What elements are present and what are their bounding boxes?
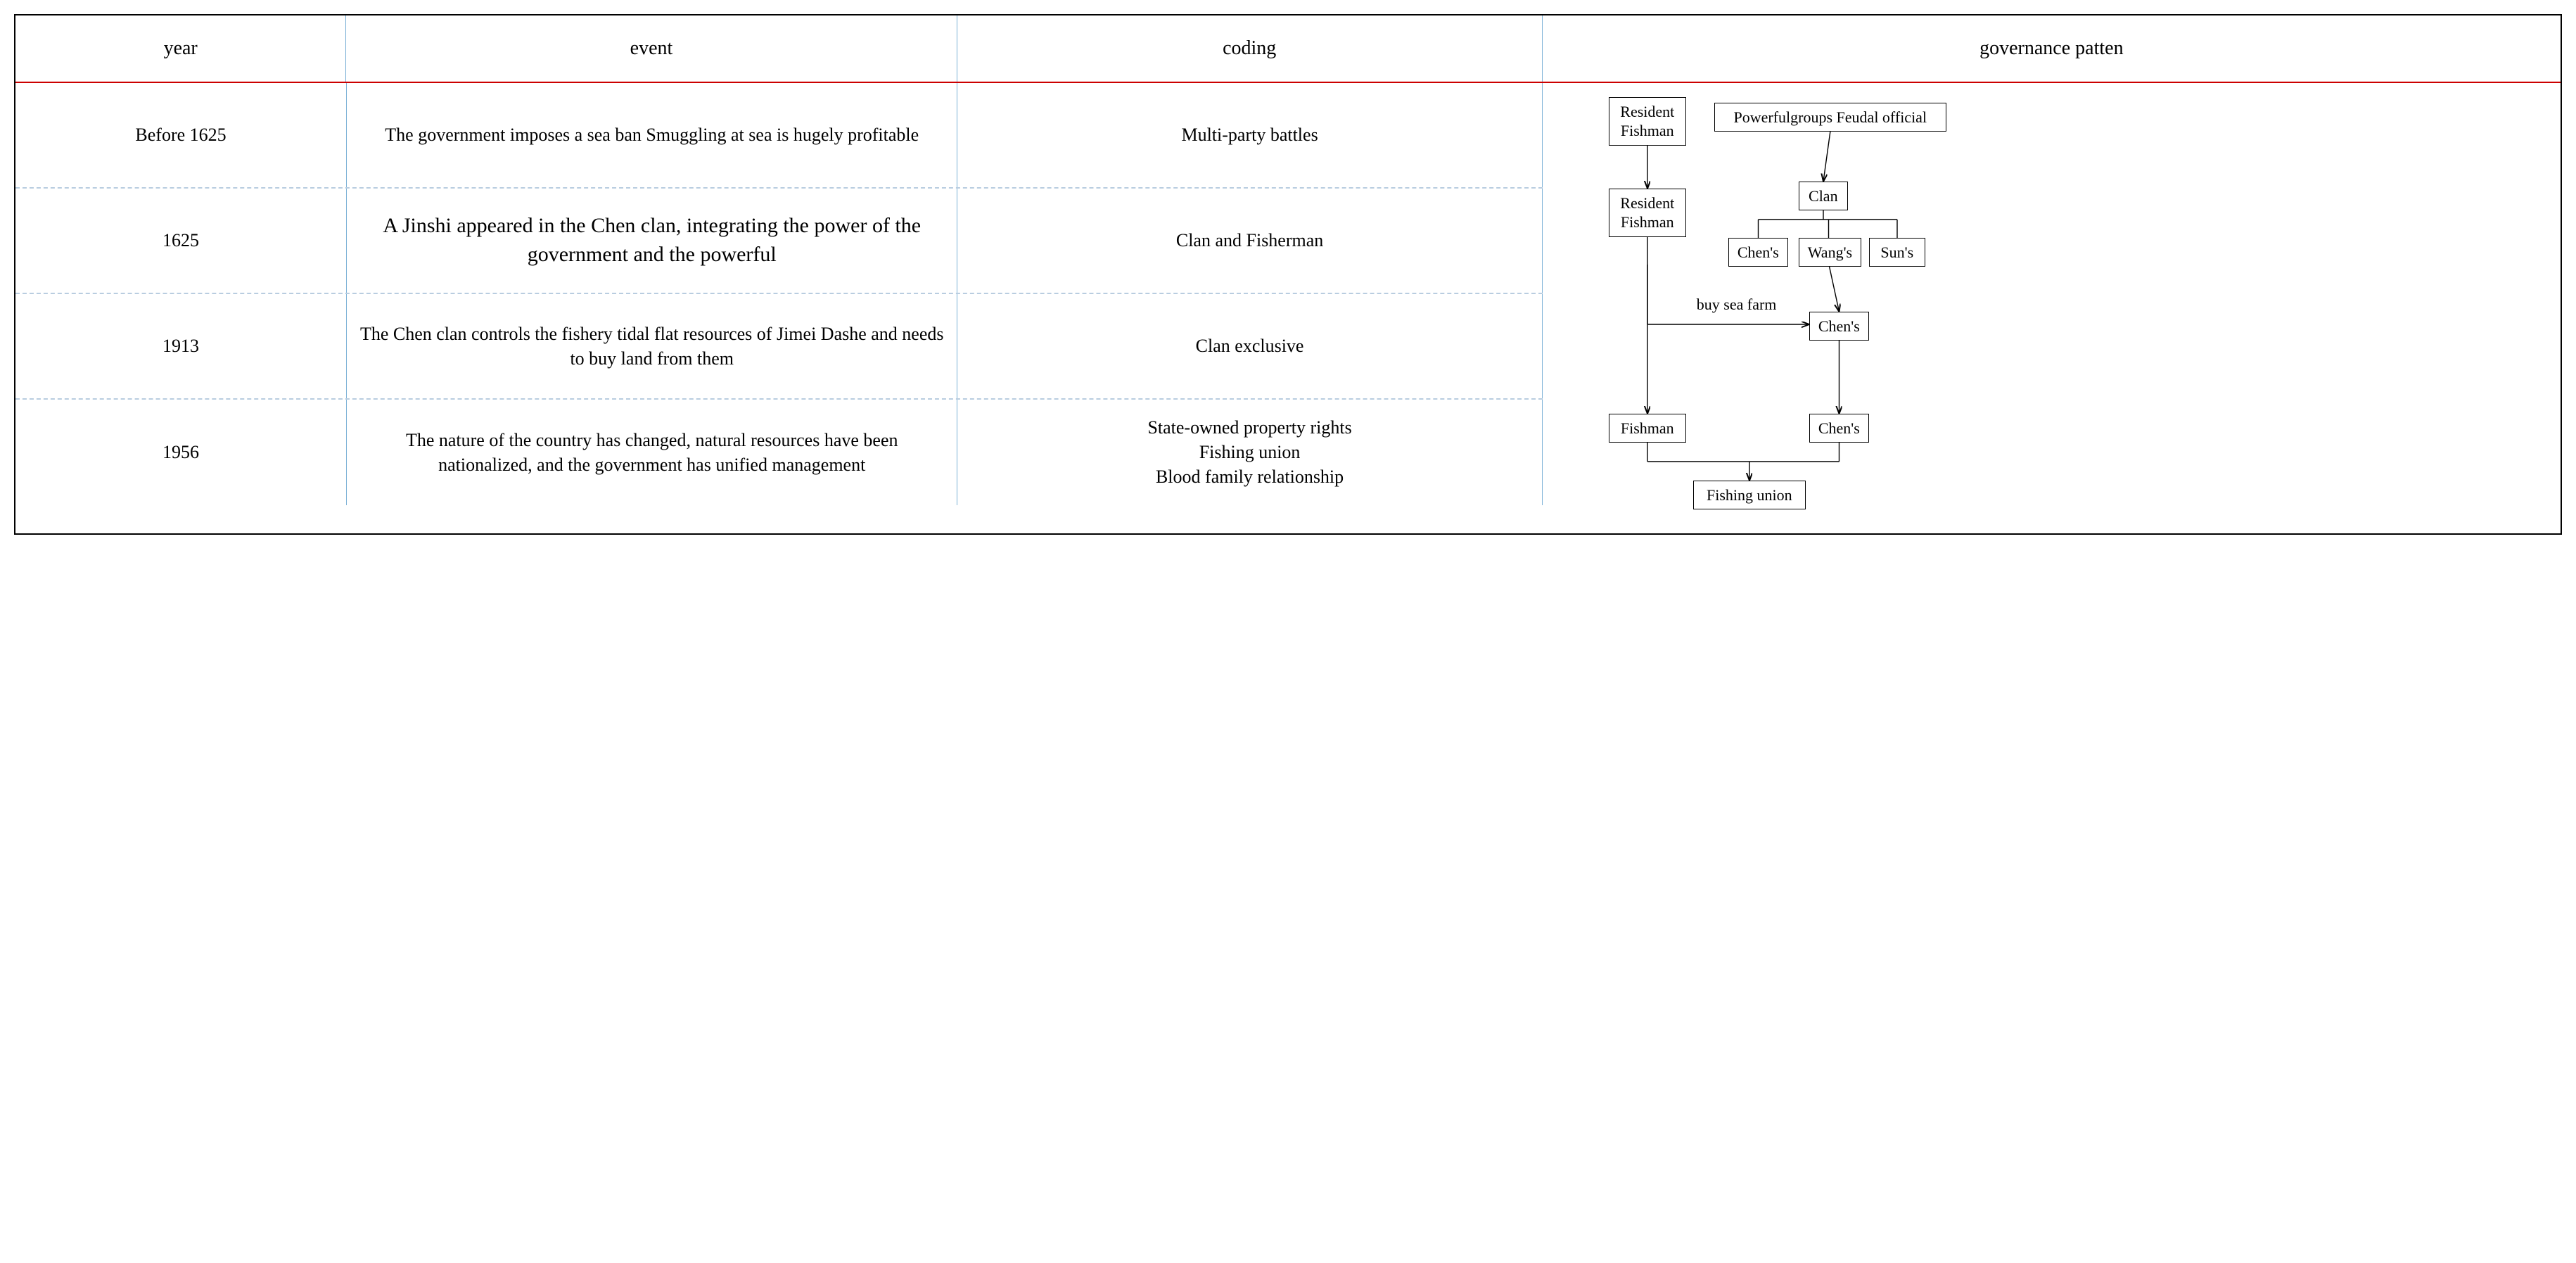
node-rf1: Resident Fishman [1609, 97, 1686, 146]
node-clan: Clan [1799, 182, 1848, 211]
table-row: 1956 The nature of the country has chang… [15, 400, 1543, 505]
header-year: year [15, 15, 346, 82]
diagram-cell: buy sea farm Resident Fishman Powerfulgro… [1543, 83, 2561, 533]
header-coding: coding [957, 15, 1543, 82]
node-chen2: Chen's [1809, 312, 1869, 341]
cell-year: 1956 [15, 400, 347, 505]
cell-event: The government imposes a sea ban Smuggli… [347, 83, 957, 187]
cell-year: Before 1625 [15, 83, 347, 187]
node-chen3: Chen's [1809, 414, 1869, 443]
node-chen1: Chen's [1728, 238, 1788, 267]
header-event: event [346, 15, 957, 82]
header-row: year event coding governance patten [15, 15, 2561, 83]
left-columns: Before 1625 The government imposes a sea… [15, 83, 1543, 533]
body-row: Before 1625 The government imposes a sea… [15, 83, 2561, 533]
governance-diagram: buy sea farm Resident Fishman Powerfulgro… [1560, 90, 2551, 526]
node-wang: Wang's [1799, 238, 1861, 267]
cell-coding: Clan exclusive [957, 294, 1542, 398]
table-row: Before 1625 The government imposes a sea… [15, 83, 1543, 189]
node-union: Fishing union [1693, 481, 1806, 510]
table-row: 1625 A Jinshi appeared in the Chen clan,… [15, 189, 1543, 294]
cell-coding: Multi-party battles [957, 83, 1542, 187]
edge-label-buy-sea-farm: buy sea farm [1697, 296, 1777, 314]
header-gov: governance patten [1543, 15, 2561, 82]
node-rf2: Resident Fishman [1609, 189, 1686, 237]
cell-event: A Jinshi appeared in the Chen clan, inte… [347, 189, 957, 293]
cell-event: The nature of the country has changed, n… [347, 400, 957, 505]
cell-event: The Chen clan controls the fishery tidal… [347, 294, 957, 398]
node-pg: Powerfulgroups Feudal official [1714, 103, 1946, 132]
node-fish: Fishman [1609, 414, 1686, 443]
cell-coding: Clan and Fisherman [957, 189, 1542, 293]
cell-coding: State-owned property rights Fishing unio… [957, 400, 1542, 505]
governance-table: year event coding governance patten Befo… [14, 14, 2562, 535]
cell-year: 1913 [15, 294, 347, 398]
table-row: 1913 The Chen clan controls the fishery … [15, 294, 1543, 400]
node-sun: Sun's [1869, 238, 1925, 267]
cell-year: 1625 [15, 189, 347, 293]
